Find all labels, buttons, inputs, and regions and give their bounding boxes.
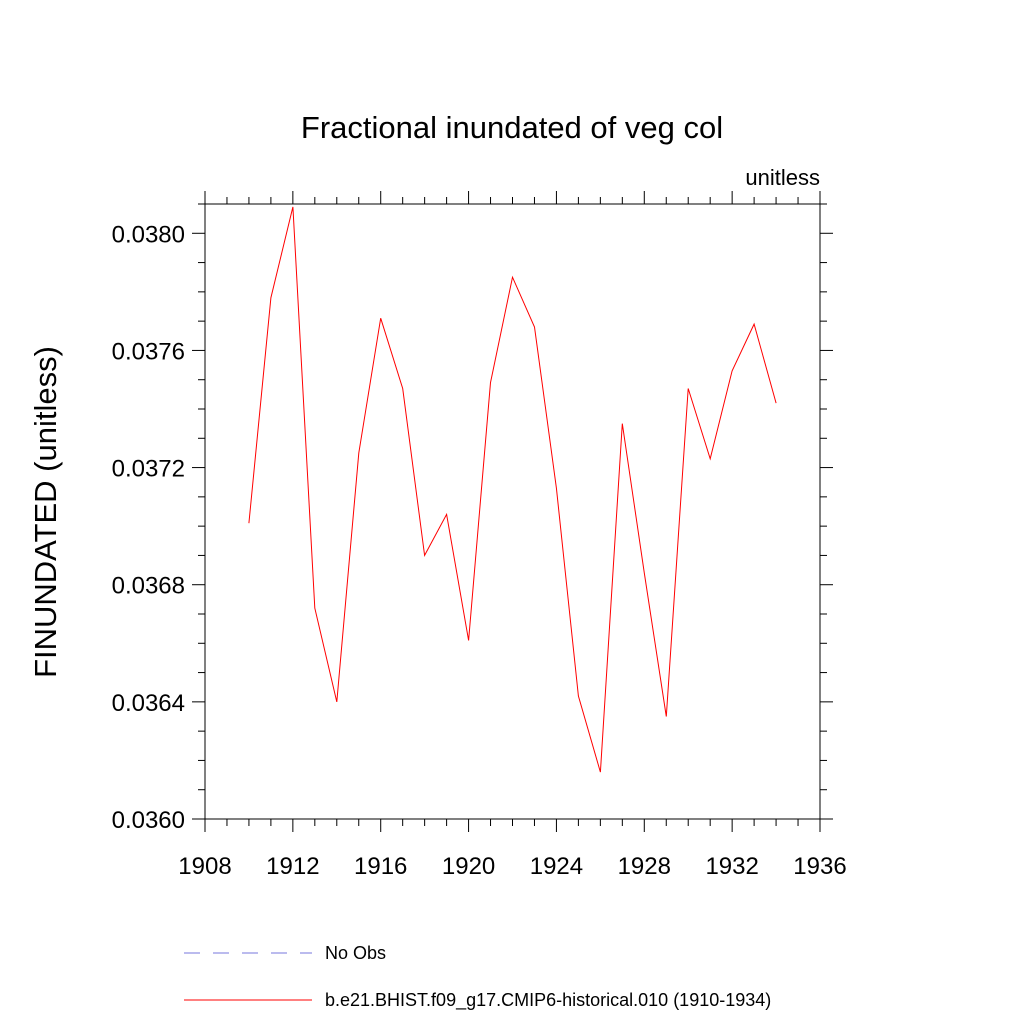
x-tick-label: 1932 <box>705 853 758 880</box>
y-tick-label: 0.0376 <box>112 338 185 365</box>
legend-label: No Obs <box>325 943 386 963</box>
units-label: unitless <box>745 165 820 190</box>
y-tick-label: 0.0372 <box>112 456 185 483</box>
y-tick-label: 0.0380 <box>112 221 185 248</box>
tick-labels: 1908 1912 1916 1920 1924 1928 1932 1936 0.0360 0.… <box>112 221 847 880</box>
y-axis-label: FINUNDATED (unitless) <box>28 346 63 678</box>
legend: No Obs b.e21.BHIST.f09_g17.CMIP6-historic… <box>184 943 771 1011</box>
x-tick-label: 1936 <box>793 853 846 880</box>
y-tick-label: 0.0360 <box>112 807 185 834</box>
axis-ticks <box>192 191 833 832</box>
y-tick-label: 0.0364 <box>112 690 185 717</box>
x-tick-label: 1924 <box>530 853 583 880</box>
x-tick-label: 1928 <box>618 853 671 880</box>
series-line <box>248 206 777 773</box>
series-lines <box>248 206 777 773</box>
x-tick-label: 1912 <box>266 853 319 880</box>
x-tick-label: 1920 <box>442 853 495 880</box>
legend-label: b.e21.BHIST.f09_g17.CMIP6-historical.010… <box>325 990 771 1011</box>
chart-title: Fractional inundated of veg col <box>301 110 723 145</box>
x-tick-label: 1908 <box>178 853 231 880</box>
y-tick-label: 0.0368 <box>112 573 185 600</box>
plot-frame <box>204 203 821 820</box>
x-tick-label: 1916 <box>354 853 407 880</box>
